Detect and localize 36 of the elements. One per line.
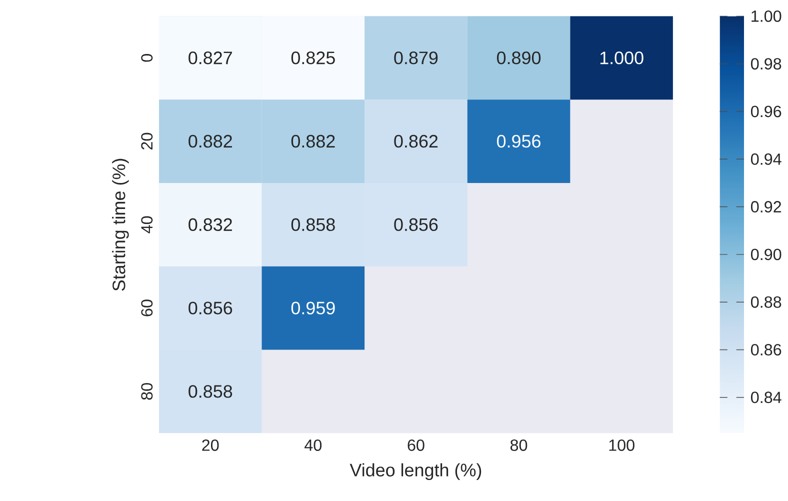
- x-tick-label: 80: [510, 439, 528, 451]
- data-label: 0.858: [188, 384, 232, 398]
- y-tick-label: 0: [141, 54, 153, 62]
- data-label: 0.959: [291, 301, 335, 314]
- x-tick-label: 20: [202, 439, 219, 451]
- color-bar-label: 0.96: [750, 106, 782, 118]
- x-axis-title: Video length (%): [350, 463, 482, 480]
- data-label: 0.832: [188, 218, 232, 231]
- y-tick-label: 60: [141, 299, 153, 316]
- x-tick-label: 100: [609, 439, 634, 451]
- data-label: 0.825: [291, 51, 335, 64]
- x-tick-label: 40: [304, 439, 322, 451]
- data-label: 0.856: [188, 301, 232, 314]
- color-bar-label: 0.84: [750, 391, 782, 403]
- data-label: 0.879: [394, 51, 438, 64]
- data-label: 0.856: [394, 218, 438, 231]
- color-bar-label: 0.98: [750, 58, 782, 70]
- data-label: 1.000: [600, 51, 644, 64]
- data-label: 0.882: [291, 134, 335, 148]
- y-tick-label: 40: [141, 216, 153, 234]
- color-bar-label: 0.90: [750, 248, 782, 260]
- color-bar-label: 0.94: [750, 153, 782, 165]
- data-label: 0.882: [188, 134, 232, 148]
- y-tick-label: 20: [141, 132, 153, 150]
- data-label: 0.858: [291, 218, 335, 231]
- color-bar-label: 0.86: [750, 344, 782, 356]
- y-tick-label: 80: [141, 382, 153, 400]
- x-tick-label: 60: [408, 439, 424, 451]
- color-bar-label: 0.88: [750, 296, 782, 308]
- y-axis-title: Starting time (%): [112, 158, 129, 291]
- data-label: 0.827: [188, 51, 232, 64]
- data-label: 0.890: [496, 51, 541, 64]
- data-label: 0.862: [394, 134, 438, 148]
- data-label: 0.956: [496, 134, 540, 148]
- color-bar-label: 1.00: [752, 10, 782, 22]
- color-bar-label: 0.92: [750, 200, 782, 212]
